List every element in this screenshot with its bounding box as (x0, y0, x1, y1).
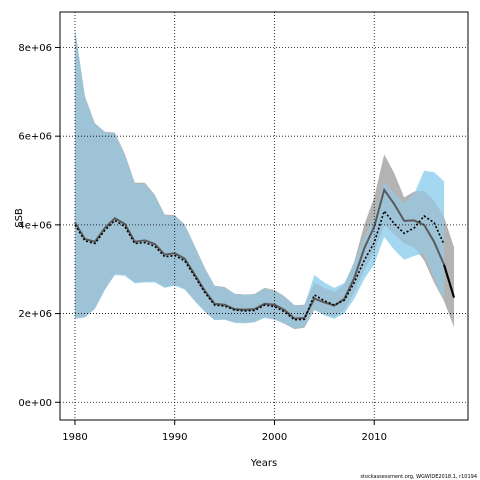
x-tick-label: 1980 (62, 432, 87, 443)
y-tick-label: 0e+00 (18, 398, 52, 409)
plot-frame (59, 11, 469, 421)
x-tick-label: 1990 (162, 432, 187, 443)
axes: 1980 1990 2000 2010 0e+00 2e+06 4e+06 6e+06 8e+0… (18, 11, 469, 443)
dotted-estimate-line (74, 209, 445, 321)
footer-credit: stockassessment.org, WGWIDE2018.1, r1019… (360, 474, 477, 480)
y-tick-label: 6e+06 (18, 132, 52, 143)
y-tick-label: 8e+06 (18, 43, 52, 54)
x-tick-label: 2000 (262, 432, 287, 443)
gray-estimate-line (74, 187, 455, 320)
series-lines (74, 187, 455, 321)
terminal-segment (443, 264, 455, 298)
x-axis-title: Years (250, 458, 277, 469)
grid-lines (60, 12, 468, 420)
y-tick-label: 2e+06 (18, 309, 52, 320)
y-axis-title: SSB (14, 208, 25, 228)
x-tick-label: 2010 (362, 432, 387, 443)
y-tick-label: 4e+06 (18, 220, 52, 231)
